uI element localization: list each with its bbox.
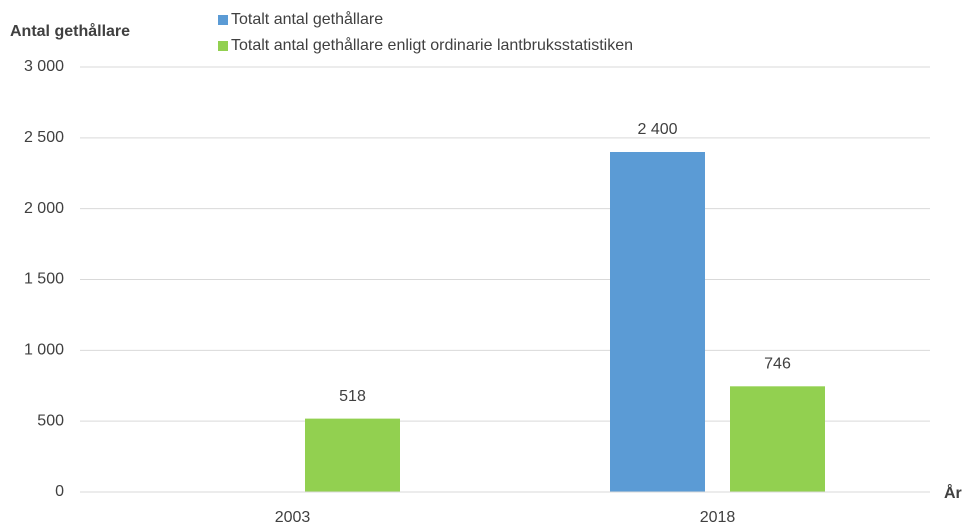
x-tick-label: 2003	[275, 509, 311, 526]
x-tick-label: 2018	[700, 509, 736, 526]
y-tick-label: 2 500	[24, 129, 64, 146]
bar	[305, 418, 400, 492]
legend-swatch	[218, 15, 228, 25]
x-axis-label: År	[944, 483, 962, 502]
legend-label: Totalt antal gethållare	[231, 10, 383, 28]
y-tick-label: 0	[55, 483, 64, 500]
data-label: 2 400	[637, 121, 677, 138]
y-tick-label: 500	[37, 412, 64, 429]
bar	[730, 386, 825, 492]
legend-swatch	[218, 41, 228, 51]
data-label: 518	[339, 388, 366, 405]
legend-label: Totalt antal gethållare enligt ordinarie…	[231, 36, 633, 54]
y-tick-label: 1 500	[24, 271, 64, 288]
data-label: 746	[764, 356, 791, 373]
y-axis-label: Antal gethållare	[10, 22, 130, 40]
y-tick-label: 1 000	[24, 342, 64, 359]
y-tick-label: 2 000	[24, 200, 64, 217]
bar	[610, 152, 705, 492]
y-tick-label: 3 000	[24, 58, 64, 75]
